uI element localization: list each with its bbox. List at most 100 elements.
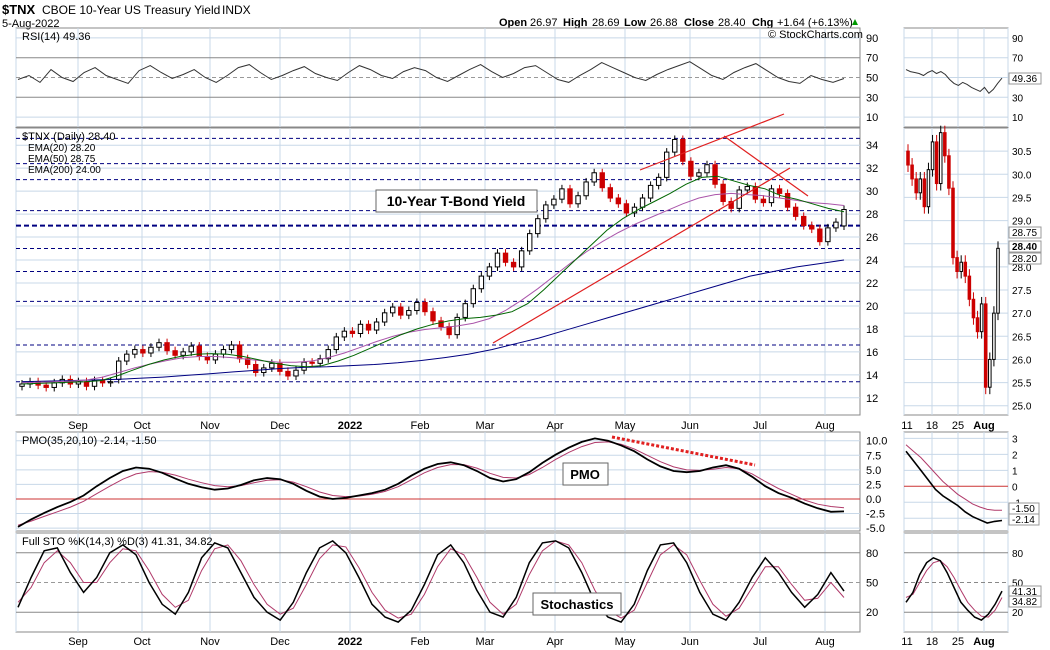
rsi-tick-label: 90 <box>866 33 878 45</box>
zoom-rsi-value-label: 49.36 <box>1012 74 1037 85</box>
price-candle <box>567 188 573 205</box>
price-legend-ema200: EMA(200) 24.00 <box>28 165 101 176</box>
zoom-candle <box>947 155 951 189</box>
x-axis-label-bottom: Oct <box>133 636 150 648</box>
price-candle <box>220 349 227 355</box>
zoom-candle <box>971 298 976 319</box>
price-candle <box>188 345 194 353</box>
price-candle <box>51 382 57 388</box>
price-candle <box>728 200 734 209</box>
pmo-tick-label: 10.0 <box>866 436 887 448</box>
price-candle <box>462 303 468 318</box>
x-axis-label-top: Nov <box>200 420 220 432</box>
price-candle <box>559 188 565 200</box>
price-tick-label: 14 <box>866 370 878 382</box>
zoom-price-value-label: 28.20 <box>1012 254 1037 265</box>
price-tick-label: 12 <box>866 393 878 405</box>
x-axis-label-top: Aug <box>815 420 835 432</box>
price-candle <box>438 320 444 328</box>
zoom-x-axis-label-bottom: 11 <box>901 636 912 648</box>
x-axis-label-top: Apr <box>546 420 563 432</box>
pmo-annotation-box <box>562 462 609 486</box>
pmo-tick-label: 0.0 <box>866 494 881 506</box>
zoom-candle <box>914 178 918 194</box>
price-candle <box>148 346 154 354</box>
zoom-candle <box>906 150 910 166</box>
price-candle <box>647 184 654 199</box>
price-candle <box>390 306 396 314</box>
zoom-candle <box>938 132 943 185</box>
zoom-candle <box>979 303 984 333</box>
zoom-candle <box>934 141 939 185</box>
pmo-tick-label: 2.5 <box>866 479 881 491</box>
symbol-name: CBOE 10-Year US Treasury Yield <box>42 3 220 17</box>
zoom-rsi-tick-label: 70 <box>1012 54 1024 65</box>
zoom-price-value-label: 28.40 <box>1012 242 1037 253</box>
price-candle <box>486 266 493 277</box>
sto-tick-label: 50 <box>866 578 878 590</box>
stochastics-annotation: Stochastics <box>541 597 614 612</box>
zoom-price-tick-label: 29.0 <box>1012 217 1032 228</box>
price-candle <box>809 225 815 230</box>
price-candle <box>180 351 186 356</box>
zoom-pmo-value-box <box>1008 513 1040 526</box>
zoom-price-tick-label: 25.5 <box>1012 379 1032 390</box>
zoom-candle <box>951 187 955 259</box>
price-legend-main: $TNX (Daily) 28.40 <box>22 131 116 143</box>
price-candle <box>784 192 791 208</box>
zoom-candle <box>967 275 972 300</box>
price-candle <box>269 362 275 369</box>
zoom-price-value-box <box>1008 252 1042 265</box>
price-candle <box>615 197 622 205</box>
zoom-x-axis-label-top: 11 <box>901 420 912 432</box>
chg-value: +1.64 (+6.13%) <box>777 17 853 29</box>
price-candle <box>373 321 380 331</box>
ema20-line <box>21 175 845 385</box>
price-candle <box>422 301 428 313</box>
close-label: Close <box>684 17 714 29</box>
rsi-tick-label: 50 <box>866 73 878 85</box>
price-candle <box>107 381 114 384</box>
price-tick-label: 18 <box>866 324 878 336</box>
zoom-candle <box>988 358 992 388</box>
open-label: Open <box>499 17 527 29</box>
x-axis-label-top: Jul <box>753 420 767 432</box>
zoom-rsi-tick-label: 10 <box>1012 113 1024 124</box>
grid-layer <box>15 28 1009 632</box>
x-axis-label-bottom: Apr <box>546 636 563 648</box>
price-candle <box>664 151 670 178</box>
price-candle <box>518 250 525 268</box>
zoom-sto-tick-label: 20 <box>1012 608 1024 619</box>
zoom-x-axis-label-top: 25 <box>952 420 964 432</box>
price-candle <box>333 336 339 351</box>
zoom-price-tick-label: 26.0 <box>1012 355 1032 366</box>
price-candle <box>672 138 678 153</box>
zoom-price-tick-label: 30.0 <box>1012 170 1032 181</box>
price-tick-label: 30 <box>866 186 878 198</box>
price-candle <box>599 172 605 189</box>
x-axis-label-bottom: May <box>615 636 636 648</box>
zoom-sto-value-label: 34.82 <box>1012 597 1037 608</box>
zoom-price-tick-label: 28.0 <box>1012 263 1032 274</box>
zoom-rsi-tick-label: 90 <box>1012 34 1024 45</box>
price-candle <box>83 381 90 387</box>
price-candle <box>317 358 323 364</box>
price-candle <box>696 172 702 177</box>
zoom-x-axis-label-bottom: 18 <box>926 636 938 648</box>
price-candle <box>543 204 549 220</box>
price-candle <box>841 209 847 227</box>
x-axis-label-bottom: Nov <box>200 636 220 648</box>
low-label: Low <box>624 17 646 29</box>
price-candle <box>381 312 388 323</box>
sto-d-line <box>17 540 845 619</box>
low-value: 26.88 <box>650 17 678 29</box>
x-axis-label-bottom: Mar <box>476 636 495 648</box>
open-value: 26.97 <box>530 17 558 29</box>
watermark: © StockCharts.com <box>768 29 863 41</box>
pmo-tick-label: 5.0 <box>866 465 881 477</box>
price-candle <box>607 187 613 199</box>
price-candle <box>43 384 49 388</box>
price-candle <box>478 275 485 290</box>
zoom-price-value-box <box>1008 240 1042 253</box>
